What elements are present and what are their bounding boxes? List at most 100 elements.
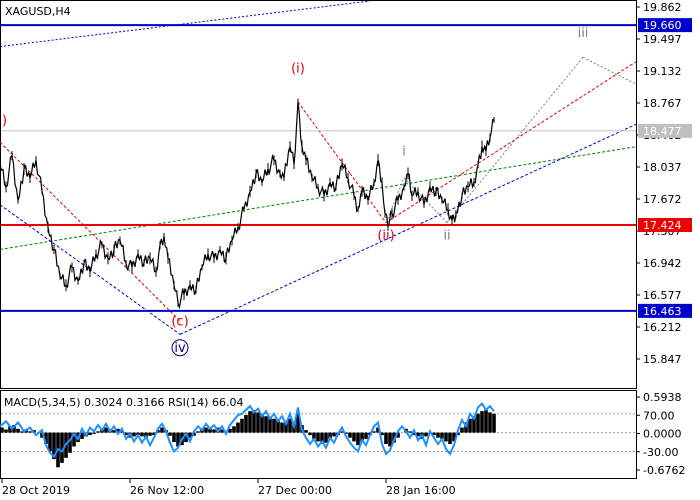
- trend-line-2: [0, 141, 181, 322]
- price-tag-label-0: 19.660: [643, 19, 682, 32]
- macd-bar: [312, 432, 316, 439]
- rsi-line: [0, 402, 495, 459]
- macd-bar: [416, 432, 420, 437]
- macd-bar: [476, 413, 480, 433]
- macd-bar: [16, 428, 20, 433]
- macd-bar: [140, 432, 144, 437]
- wave-label-2: (c): [171, 314, 188, 329]
- macd-bar: [436, 432, 440, 438]
- indicator-tick-label: 70.00: [643, 409, 675, 422]
- macd-bar: [112, 430, 116, 433]
- macd-bar: [188, 432, 192, 438]
- x-tick-label: 26 Nov 12:00: [130, 484, 204, 497]
- macd-bar: [260, 414, 264, 433]
- indicator-tick-label: -0.6762: [643, 464, 685, 477]
- wave-label-5: ii: [443, 229, 450, 244]
- trend-line-7: [385, 61, 637, 224]
- macd-bar: [324, 432, 328, 443]
- macd-bar: [192, 432, 196, 436]
- wave-circle-iv: [171, 339, 189, 357]
- macd-bar: [376, 427, 380, 433]
- horizontal-levels: [1, 24, 636, 312]
- macd-bar: [92, 432, 96, 434]
- price-tags: 19.660 18.477 17.424 16.463: [638, 18, 692, 318]
- trend-line-1: [0, 146, 637, 250]
- macd-bar: [176, 432, 180, 447]
- macd-bar: [492, 413, 496, 433]
- macd-bar: [236, 422, 240, 433]
- macd-bar: [264, 416, 268, 433]
- price-tag-bg-0: [638, 18, 692, 33]
- y-tick-label: 19.132: [643, 65, 682, 78]
- symbol-label: XAGUSD,H4: [5, 5, 71, 18]
- macd-bar: [172, 432, 176, 443]
- macd-bar: [472, 416, 476, 433]
- macd-bar: [364, 432, 368, 439]
- macd-bar: [440, 432, 444, 439]
- macd-bar: [60, 432, 64, 463]
- macd-bar: [156, 430, 160, 433]
- y-tick-label: 19.862: [643, 1, 682, 14]
- macd-bar: [356, 432, 360, 446]
- x-tick-label: 28 Jan 16:00: [386, 484, 456, 497]
- y-tick-label: 19.497: [643, 33, 682, 46]
- macd-bar: [212, 429, 216, 433]
- macd-bar: [244, 414, 248, 433]
- macd-bar: [220, 429, 224, 433]
- trend-lines: [0, 0, 637, 335]
- macd-bar: [308, 432, 312, 436]
- macd-bar: [328, 432, 332, 439]
- macd-bar: [4, 429, 8, 433]
- macd-bar: [276, 420, 280, 433]
- macd-bar: [316, 432, 320, 442]
- price-line: [0, 101, 495, 310]
- macd-bar: [320, 432, 324, 444]
- indicator-series: [0, 402, 636, 468]
- macd-bar: [160, 427, 164, 433]
- macd-bar: [284, 421, 288, 433]
- macd-bar: [444, 432, 448, 442]
- macd-bar: [256, 412, 260, 433]
- macd-bar: [296, 413, 300, 433]
- macd-bar: [148, 432, 152, 436]
- macd-bar: [208, 428, 212, 433]
- macd-bar: [384, 432, 388, 444]
- macd-bar: [396, 432, 400, 438]
- y-tick-label: 16.577: [643, 289, 682, 302]
- macd-bar: [88, 432, 92, 436]
- trend-line-10: [446, 56, 584, 223]
- macd-bar: [468, 418, 472, 433]
- macd-bar: [332, 432, 336, 437]
- wave-label-6: iii: [578, 26, 589, 41]
- macd-bar: [12, 425, 16, 433]
- macd-bar: [20, 431, 24, 433]
- macd-bar: [392, 432, 396, 443]
- trend-line-11: [582, 56, 637, 85]
- macd-bar: [272, 418, 276, 433]
- y-tick-label: 16.942: [643, 257, 682, 270]
- y-tick-label: 15.847: [643, 353, 682, 366]
- macd-bar: [168, 432, 172, 436]
- macd-bar: [52, 432, 56, 460]
- macd-bar: [80, 432, 84, 439]
- wave-label-3: iv: [174, 341, 186, 356]
- trend-line-8: [385, 177, 405, 223]
- price-series: [0, 98, 495, 310]
- macd-bar: [352, 432, 356, 442]
- macd-bar: [124, 432, 128, 436]
- price-tag-label-3: 16.463: [643, 305, 682, 318]
- macd-bar: [448, 432, 452, 444]
- price-tag-label-1: 18.477: [643, 125, 682, 138]
- macd-bar: [44, 432, 48, 444]
- macd-bar: [40, 432, 44, 438]
- main-pane-frame: [0, 0, 637, 389]
- macd-bar: [412, 432, 416, 436]
- macd-bar: [388, 432, 392, 447]
- y-tick-label: 18.767: [643, 97, 682, 110]
- indicator-axis: 0.5938 70.00 0.0000 -30.00 -0.6762: [636, 391, 685, 477]
- macd-bar: [280, 422, 284, 433]
- macd-bar: [8, 426, 12, 433]
- macd-bar: [68, 432, 72, 453]
